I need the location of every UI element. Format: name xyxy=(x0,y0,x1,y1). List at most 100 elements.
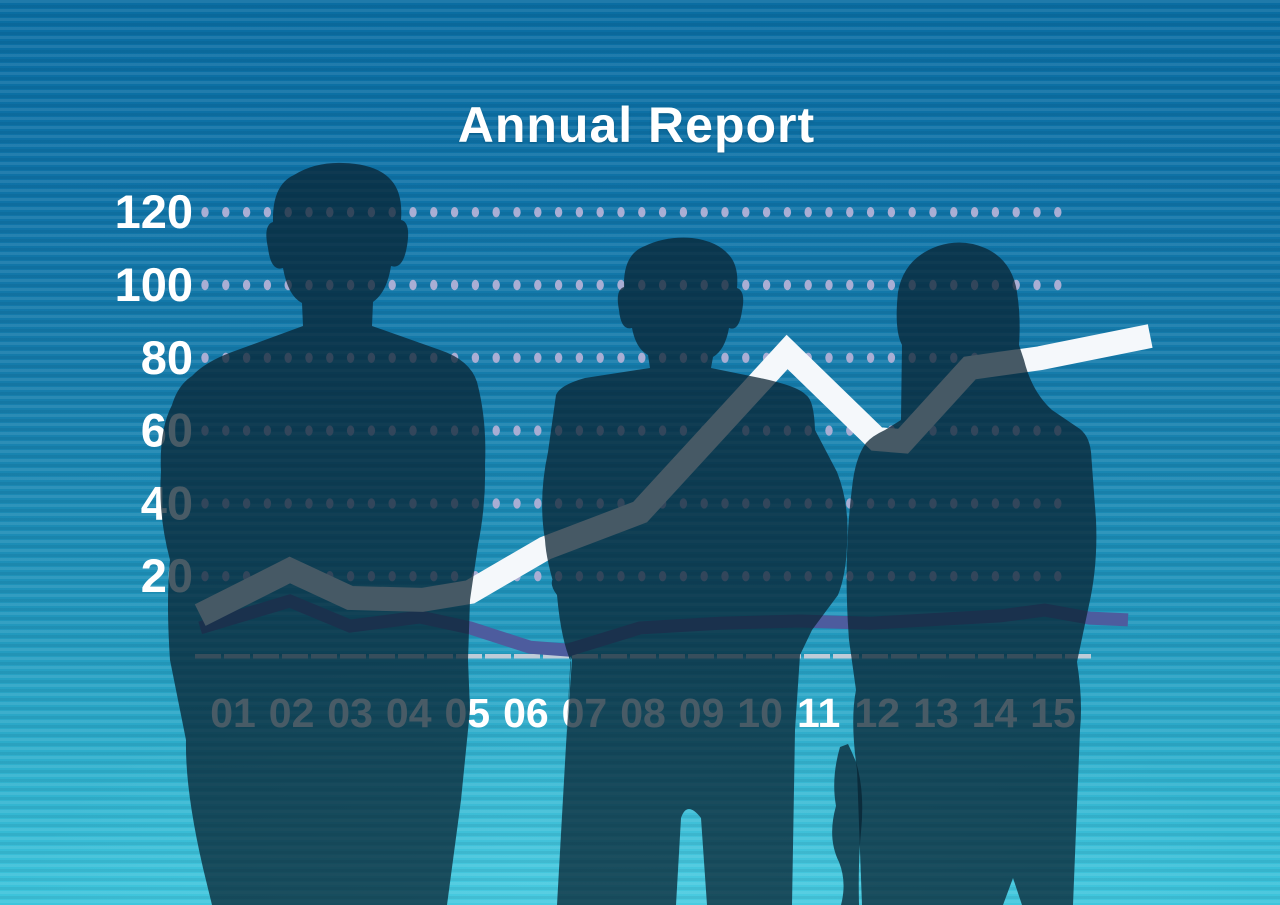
x-axis-tick-label: 11 xyxy=(797,690,840,736)
gridline-dot xyxy=(492,279,500,291)
gridline-dot xyxy=(596,279,604,291)
gridline-dot xyxy=(846,207,854,218)
gridline-dot xyxy=(950,207,958,218)
x-axis-tick-label: 06 xyxy=(503,690,549,736)
x-axis-ruler-segment xyxy=(833,654,859,659)
silhouette-hand xyxy=(832,744,863,905)
gridline-dot xyxy=(554,279,563,291)
gridline-dot xyxy=(1033,279,1041,291)
x-axis-ruler-segment xyxy=(456,654,482,659)
gridline-dot xyxy=(471,352,480,363)
gridline-dot xyxy=(492,207,500,218)
gridline-dot xyxy=(846,279,854,291)
gridline-dot xyxy=(513,207,521,218)
gridline-dot xyxy=(513,425,521,436)
silhouette-woman-right xyxy=(846,242,1097,905)
gridline-dot xyxy=(742,279,750,291)
gridline-dot xyxy=(596,207,604,218)
gridline-dot xyxy=(762,279,771,291)
gridline-dot xyxy=(242,207,251,218)
gridline-dot xyxy=(575,352,584,363)
gridline-dot xyxy=(825,352,833,363)
gridline-dot xyxy=(534,425,542,436)
gridline-dot xyxy=(513,279,521,291)
gridline-dot xyxy=(513,498,521,509)
gridline-dot xyxy=(388,279,396,291)
gridline-dot xyxy=(783,207,792,218)
gridline-dot xyxy=(617,207,625,218)
gridline-dot xyxy=(492,425,500,436)
y-axis-tick-label: 100 xyxy=(115,258,193,311)
gridline-dot xyxy=(887,207,896,218)
gridline-dot xyxy=(638,207,646,218)
gridline-dot xyxy=(783,279,792,291)
gridline-dot xyxy=(409,207,417,218)
gridline-dot xyxy=(970,207,979,218)
gridline-dot xyxy=(492,352,500,363)
gridline-dot xyxy=(825,279,833,291)
gridline-dot xyxy=(222,207,230,218)
gridline-dot xyxy=(430,279,438,291)
gridline-dot xyxy=(534,571,542,582)
gridline-dot xyxy=(866,352,875,363)
gridline-dot xyxy=(471,279,480,291)
gridline-dot xyxy=(742,207,750,218)
gridline-dot xyxy=(471,207,480,218)
gridline-dot xyxy=(887,352,896,363)
gridline-dot xyxy=(846,352,854,363)
gridline-dot xyxy=(721,207,729,218)
gridline-dot xyxy=(991,207,1000,218)
gridline-dot xyxy=(575,279,584,291)
gridline-dot xyxy=(887,279,896,291)
gridline-dot xyxy=(866,279,875,291)
gridline-dot xyxy=(596,352,604,363)
x-axis-ruler-segment xyxy=(804,654,830,659)
gridline-dot xyxy=(679,207,688,218)
gridline-dot xyxy=(575,207,584,218)
gridline-dot xyxy=(201,352,209,363)
gridline-dot xyxy=(742,352,750,363)
gridline-dot xyxy=(222,279,230,291)
gridline-dot xyxy=(554,352,563,363)
silhouette-man-left xyxy=(160,162,486,905)
x-axis-ruler-segment xyxy=(514,654,540,659)
y-axis-tick-label: 120 xyxy=(115,185,193,238)
page-title: Annual Report xyxy=(457,97,816,153)
gridline-dot xyxy=(201,279,209,291)
gridline-dot xyxy=(1054,279,1062,291)
gridline-dot xyxy=(492,498,500,509)
gridline-dot xyxy=(721,352,729,363)
gridline-dot xyxy=(762,207,771,218)
silhouettes-group xyxy=(160,162,1097,905)
gridline-dot xyxy=(700,207,708,218)
x-axis-ruler-segment xyxy=(485,654,511,659)
gridline-dot xyxy=(242,279,251,291)
gridline-dot xyxy=(1012,207,1020,218)
gridline-dot xyxy=(534,279,542,291)
gridline-dot xyxy=(866,207,875,218)
x-axis-ruler-segment xyxy=(543,654,569,659)
gridline-dot xyxy=(617,352,625,363)
gridline-dot xyxy=(409,279,417,291)
silhouette-man-center xyxy=(542,237,848,905)
gridline-dot xyxy=(825,207,833,218)
gridline-dot xyxy=(658,207,667,218)
gridline-dot xyxy=(534,207,542,218)
gridline-dot xyxy=(908,207,916,218)
gridline-dot xyxy=(263,279,272,291)
gridline-dot xyxy=(929,207,937,218)
gridline-dot xyxy=(263,207,272,218)
gridline-dot xyxy=(534,352,542,363)
gridline-dot xyxy=(534,498,542,509)
gridline-dot xyxy=(513,352,521,363)
gridline-dot xyxy=(638,352,646,363)
gridline-dot xyxy=(804,207,812,218)
gridline-dot xyxy=(450,207,459,218)
gridline-dot xyxy=(1054,207,1062,218)
y-axis-tick-label: 80 xyxy=(141,331,193,384)
gridline-dot xyxy=(430,207,438,218)
gridline-dot xyxy=(825,425,833,436)
gridline-dot xyxy=(554,207,563,218)
